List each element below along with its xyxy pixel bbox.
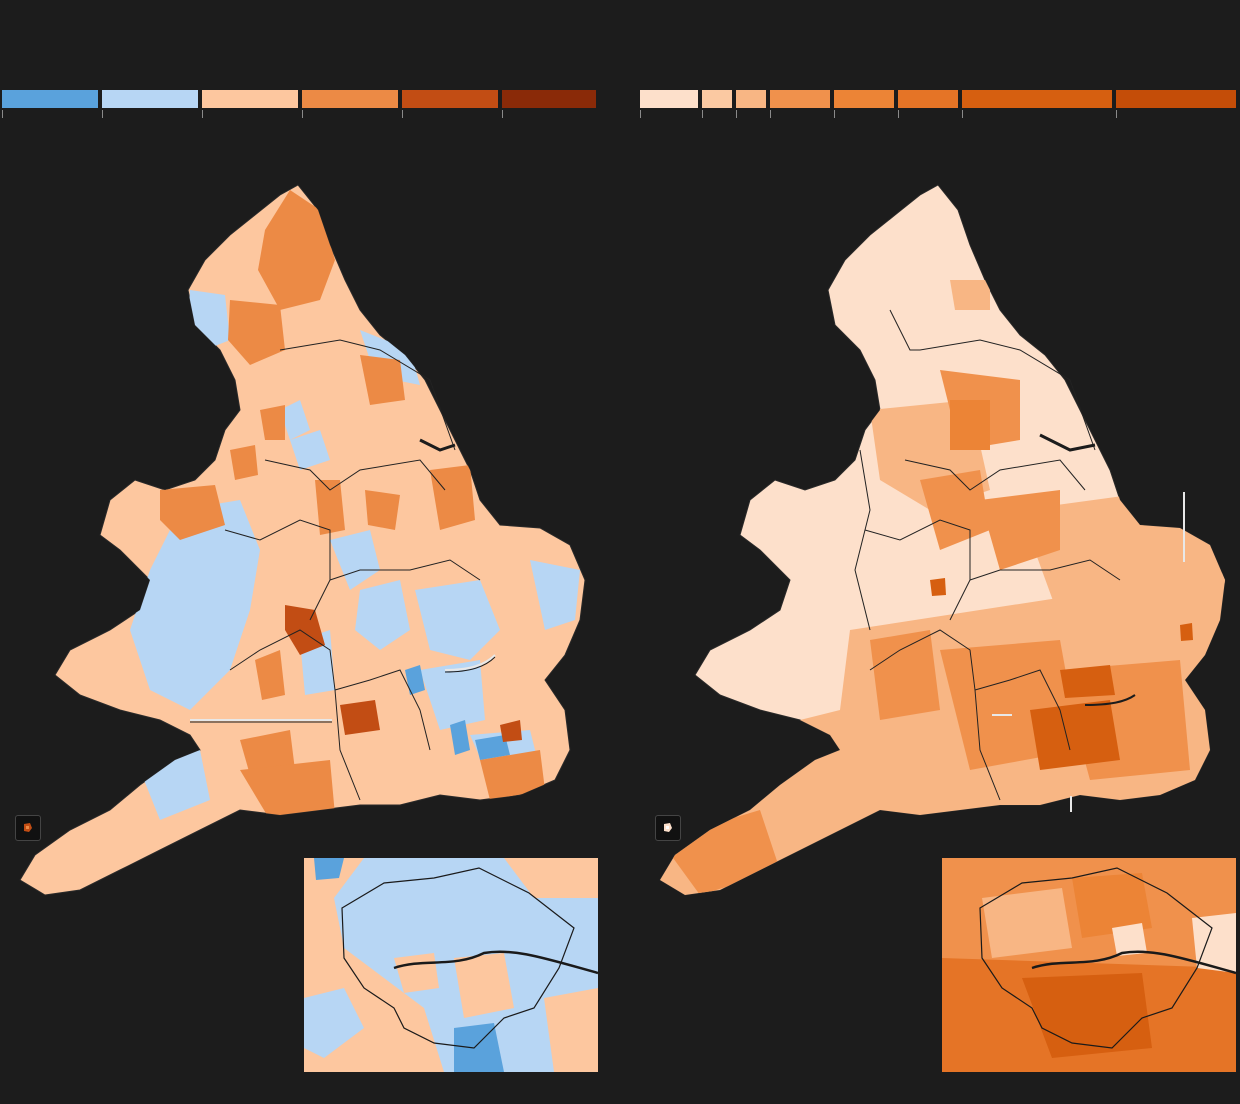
- legend-tick: [502, 110, 503, 118]
- region-patch: [228, 300, 285, 365]
- region-patch: [950, 400, 990, 450]
- region-patch: [1060, 665, 1115, 698]
- region-patch: [500, 720, 522, 742]
- region-patch: [415, 580, 500, 660]
- region-patch: [365, 490, 400, 530]
- region-patch: [240, 730, 295, 775]
- region-patch: [420, 660, 485, 730]
- legend-tick: [402, 110, 403, 118]
- region-patch: [280, 400, 310, 440]
- region-patch: [258, 190, 335, 310]
- legend-tick: [2, 110, 3, 118]
- region-patch: [870, 630, 940, 720]
- left-map-zoom-button[interactable]: [15, 815, 41, 841]
- region-patch: [360, 330, 420, 385]
- region-patch: [1030, 700, 1120, 770]
- region-patch: [160, 485, 225, 540]
- river-thames: [444, 654, 496, 671]
- right-map-zoom-button[interactable]: [655, 815, 681, 841]
- legend-swatch: [2, 90, 98, 108]
- legend-tick: [962, 110, 963, 118]
- legend-swatch: [702, 90, 732, 108]
- legend-tick: [302, 110, 303, 118]
- region-patch: [285, 605, 325, 655]
- river-thames-shadow: [444, 656, 496, 673]
- legend-tick: [834, 110, 835, 118]
- region-borders: [224, 339, 481, 801]
- region-patch: [480, 750, 545, 800]
- region-borders: [854, 309, 1121, 801]
- region-patch: [355, 580, 410, 650]
- legend-tick: [202, 110, 203, 118]
- region-patch: [255, 650, 285, 700]
- legend-swatch: [736, 90, 766, 108]
- river-estuary: [419, 438, 456, 452]
- legend-swatch: [202, 90, 298, 108]
- legend-swatch: [770, 90, 830, 108]
- left-inset-london[interactable]: [304, 858, 598, 1072]
- region-patch: [920, 470, 990, 550]
- legend-swatch: [834, 90, 894, 108]
- region-patch: [260, 405, 285, 440]
- region-patch: [290, 430, 330, 470]
- region-patch: [950, 280, 990, 310]
- left-legend: [2, 90, 600, 120]
- right-map-svg: [659, 184, 1226, 896]
- region-patch: [530, 560, 580, 630]
- region-patch: [230, 445, 258, 480]
- region-patch: [1180, 623, 1193, 641]
- region-patch: [188, 290, 230, 350]
- region-patch: [360, 355, 405, 405]
- legend-tick: [1116, 110, 1117, 118]
- legend-tick: [640, 110, 641, 118]
- legend-tick: [702, 110, 703, 118]
- legend-swatch: [302, 90, 398, 108]
- right-inset-london[interactable]: [942, 858, 1236, 1072]
- legend-tick: [102, 110, 103, 118]
- region-patch: [240, 760, 335, 820]
- legend-swatch: [502, 90, 596, 108]
- left-map-regions: [19, 184, 586, 896]
- legend-tick: [770, 110, 771, 118]
- region-patch: [330, 530, 380, 590]
- legend-tick: [898, 110, 899, 118]
- legend-swatch: [1116, 90, 1236, 108]
- left-map-svg: [19, 184, 586, 896]
- region-patch: [450, 720, 470, 755]
- region-patch: [405, 665, 425, 695]
- region-patch: [130, 500, 260, 710]
- right-map[interactable]: [640, 150, 1240, 910]
- legend-swatch: [102, 90, 198, 108]
- legend-swatch: [898, 90, 958, 108]
- region-patch: [430, 465, 475, 530]
- right-map-regions: [659, 184, 1226, 896]
- left-map[interactable]: [0, 150, 620, 910]
- region-patch: [930, 578, 946, 596]
- region-patch: [340, 700, 380, 735]
- legend-swatch: [640, 90, 698, 108]
- right-inset-svg: [942, 858, 1236, 1072]
- region-patch: [475, 735, 510, 760]
- right-legend: [640, 90, 1240, 120]
- left-inset-svg: [304, 858, 598, 1072]
- legend-swatch: [962, 90, 1112, 108]
- map-zoom-icon: [24, 823, 32, 832]
- map-zoom-icon: [664, 823, 672, 832]
- legend-tick: [736, 110, 737, 118]
- legend-swatch: [402, 90, 498, 108]
- region-patch: [980, 490, 1060, 570]
- region-patch: [315, 480, 345, 535]
